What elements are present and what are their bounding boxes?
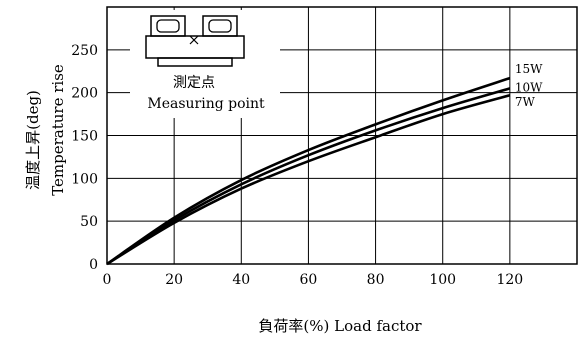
- component-left-terminal-inner: [156, 19, 180, 33]
- series-line-7W: [106, 93, 511, 266]
- y-tick-label: 150: [71, 129, 98, 145]
- series-line-15W: [106, 76, 511, 266]
- y-tick-label: 50: [80, 214, 98, 230]
- y-tick-label: 200: [71, 86, 98, 102]
- series-lines: [106, 76, 511, 266]
- y-tick-label: 250: [71, 43, 98, 59]
- y-tick-label: 0: [89, 257, 98, 273]
- x-tick-label: 80: [367, 272, 385, 288]
- x-tick-label: 60: [300, 272, 318, 288]
- inset-label-en: Measuring point: [147, 96, 265, 112]
- x-tick-label: 120: [496, 272, 523, 288]
- x-tick-label: 0: [103, 272, 112, 288]
- x-tick-label: 40: [232, 272, 250, 288]
- y-axis-title-en: Temperature rise: [49, 64, 67, 196]
- measuring-point-mark: [189, 35, 199, 45]
- x-axis-title: 負荷率(%) Load factor: [258, 317, 422, 335]
- series-label-7W: 7W: [515, 95, 536, 109]
- tick-labels: 0 20 40 60 80 100 120 0 50 100 150 200 250: [71, 43, 523, 288]
- y-tick-label: 100: [71, 171, 98, 187]
- series-line-10W: [106, 87, 511, 266]
- inset-background: [130, 10, 280, 118]
- y-axis-title-jp: 温度上昇(deg): [24, 90, 42, 190]
- series-label-10W: 10W: [515, 80, 543, 94]
- component-right-terminal-inner: [208, 19, 232, 33]
- x-tick-label: 20: [165, 272, 183, 288]
- component-base: [157, 57, 233, 67]
- x-tick-label: 100: [429, 272, 456, 288]
- y-axis-title-group: 温度上昇(deg) Temperature rise: [24, 64, 67, 196]
- inset-label-jp: 測定点: [173, 75, 215, 91]
- measuring-point-inset: 測定点 Measuring point: [130, 10, 280, 118]
- series-label-15W: 15W: [515, 62, 543, 76]
- plot-frame: [106, 6, 578, 265]
